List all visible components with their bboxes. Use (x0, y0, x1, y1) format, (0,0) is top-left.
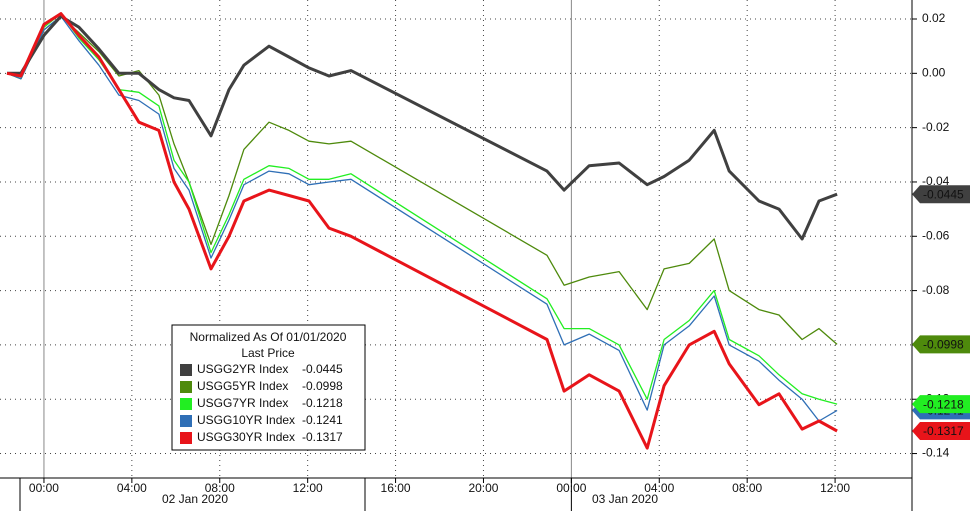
y-tick-label: -0.02 (922, 120, 950, 134)
last-value-tag (912, 185, 970, 204)
series-line (6, 15, 838, 345)
legend-swatch (180, 432, 192, 444)
last-value-label: -0.1317 (923, 424, 964, 438)
legend-value: -0.1317 (302, 430, 343, 444)
legend-label: USGG30YR Index (197, 430, 295, 444)
legend-value: -0.1218 (302, 396, 343, 410)
x-tick-label: 12:00 (820, 481, 850, 495)
y-tick-label: -0.04 (922, 174, 950, 188)
last-value-label: -0.0998 (923, 338, 964, 352)
y-tick-label: -0.08 (922, 283, 950, 297)
x-tick-label: 12:00 (293, 481, 323, 495)
y-tick-label: 0.02 (922, 11, 946, 25)
legend-value: -0.0998 (302, 379, 343, 393)
series-line (6, 15, 838, 422)
last-value-label: -0.1218 (923, 397, 964, 411)
y-tick-label: 0.00 (922, 66, 946, 80)
y-tick-label: -0.06 (922, 228, 950, 242)
last-value-tag (912, 422, 970, 441)
legend-value: -0.1241 (302, 413, 343, 427)
x-tick-label: 16:00 (381, 481, 411, 495)
legend-swatch (180, 398, 192, 410)
legend-subtitle: Last Price (241, 346, 295, 360)
series-line (7, 14, 838, 241)
date-label: 03 Jan 2020 (592, 492, 658, 506)
legend-label: USGG2YR Index (197, 362, 288, 376)
x-tick-label: 08:00 (205, 481, 235, 495)
legend: Normalized As Of 01/01/2020 Last Price USG… (171, 324, 366, 451)
legend-label: USGG10YR Index (197, 413, 295, 427)
last-value-tag (912, 335, 970, 354)
x-tick-label: 08:00 (732, 481, 762, 495)
x-tick-label: 04:00 (644, 481, 674, 495)
legend-swatch (180, 415, 192, 427)
x-tick-label: 00:00 (29, 481, 59, 495)
legend-label: USGG5YR Index (197, 379, 288, 393)
x-tick-label: 04:00 (117, 481, 147, 495)
series-line (6, 12, 838, 450)
y-tick-label: -0.14 (922, 446, 950, 460)
legend-swatch (180, 364, 192, 376)
last-value-label: -0.0445 (923, 187, 964, 201)
legend-label: USGG7YR Index (197, 396, 288, 410)
legend-swatch (180, 381, 192, 393)
x-tick-label: 20:00 (468, 481, 498, 495)
date-label: 02 Jan 2020 (162, 492, 228, 506)
legend-box (171, 324, 366, 451)
legend-title: Normalized As Of 01/01/2020 (190, 330, 347, 344)
last-value-tag (912, 395, 970, 414)
legend-value: -0.0445 (302, 362, 343, 376)
